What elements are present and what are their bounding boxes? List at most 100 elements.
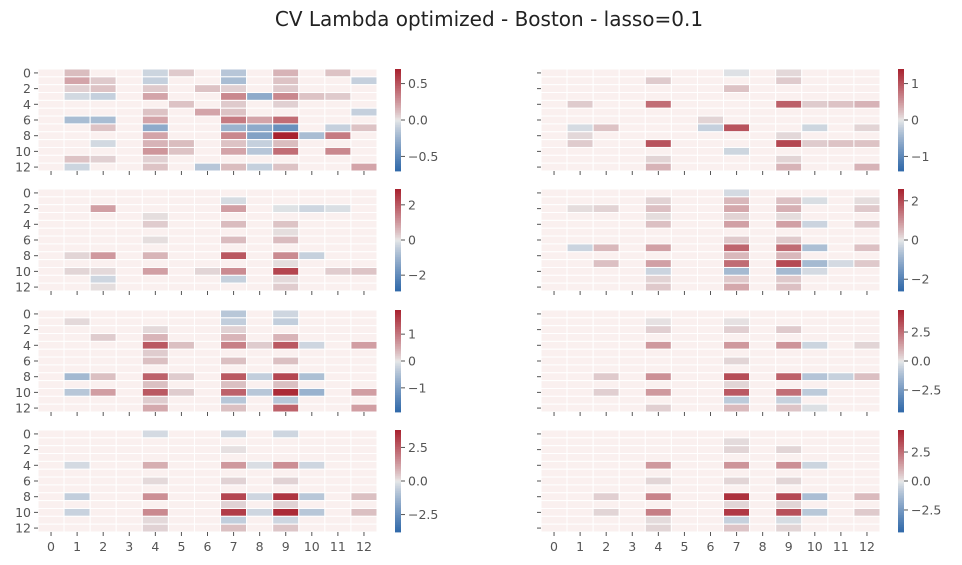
heatmap-cell xyxy=(324,92,352,101)
colorbar-segment xyxy=(898,212,904,215)
heatmap-cell xyxy=(670,196,698,206)
heatmap-cell xyxy=(167,340,195,350)
colorbar-segment xyxy=(898,523,904,526)
x-tick-label: 10 xyxy=(304,539,320,554)
heatmap-cell xyxy=(618,309,646,319)
heatmap-cell xyxy=(193,251,222,261)
heatmap-cell xyxy=(853,162,881,172)
colorbar-segment xyxy=(898,518,904,521)
heatmap-cell xyxy=(618,259,646,268)
heatmap-cell xyxy=(592,68,620,78)
heatmap-cell xyxy=(749,403,777,413)
colorbar-segment xyxy=(395,282,401,285)
colorbar-segment xyxy=(898,263,904,266)
heatmap-cell xyxy=(246,227,274,237)
heatmap-cell xyxy=(566,333,594,342)
heatmap-cell xyxy=(350,317,378,327)
heatmap-cell xyxy=(272,317,300,327)
heatmap-cell xyxy=(540,212,568,221)
heatmap-cell xyxy=(618,356,646,366)
heatmap-cell xyxy=(272,123,300,133)
heatmap-cell xyxy=(618,227,646,237)
heatmap-cell xyxy=(63,243,91,253)
colorbar-segment xyxy=(898,366,904,369)
heatmap-cell xyxy=(167,107,195,117)
heatmap-cell xyxy=(246,146,274,156)
heatmap-cell xyxy=(670,429,698,439)
heatmap-cell xyxy=(193,380,222,389)
heatmap-cell xyxy=(350,92,378,101)
heatmap-cell xyxy=(37,437,65,447)
heatmap-cell xyxy=(749,523,777,533)
heatmap-cell xyxy=(193,154,222,164)
heatmap-cell xyxy=(540,445,568,455)
colorbar-segment xyxy=(395,250,401,253)
colorbar-tick-label: −2.5 xyxy=(408,507,438,522)
heatmap-cell xyxy=(167,500,195,509)
heatmap-cell xyxy=(324,243,352,253)
heatmap-cell xyxy=(115,107,143,117)
colorbar-segment xyxy=(898,211,904,214)
heatmap-cell xyxy=(350,507,378,517)
colorbar-segment xyxy=(898,148,904,151)
colorbar-segment xyxy=(395,337,401,340)
heatmap-cell xyxy=(246,492,274,502)
colorbar-segment xyxy=(898,391,904,394)
y-tick-label: 10 xyxy=(15,505,31,520)
heatmap-cell xyxy=(566,146,594,156)
heatmap-cell xyxy=(246,387,274,397)
heatmap-cell xyxy=(670,251,698,261)
heatmap-cell xyxy=(853,274,881,284)
heatmap-cell xyxy=(167,162,195,172)
heatmap-cell xyxy=(167,445,195,455)
heatmap-cell xyxy=(220,274,248,284)
heatmap-cell xyxy=(350,212,378,221)
colorbar-segment xyxy=(395,406,401,409)
heatmap-cell xyxy=(540,196,568,206)
colorbar-segment xyxy=(395,452,401,455)
heatmap-cell xyxy=(775,437,803,447)
x-tick-label: 8 xyxy=(256,539,264,554)
heatmap-cell xyxy=(749,154,777,164)
heatmap-cell xyxy=(566,445,594,455)
colorbar-segment xyxy=(395,503,401,506)
heatmap-cell xyxy=(827,468,855,478)
colorbar-segment xyxy=(898,113,904,116)
colorbar-segment xyxy=(898,233,904,236)
heatmap-cell xyxy=(298,387,326,397)
heatmap-cell xyxy=(775,387,803,397)
heatmap-cell xyxy=(618,219,646,229)
heatmap-cell xyxy=(37,259,65,268)
heatmap-cell xyxy=(115,274,143,284)
heatmap-cell xyxy=(853,154,881,164)
heatmap-cell xyxy=(167,395,195,405)
heatmap-cell xyxy=(272,204,300,214)
heatmap-cell xyxy=(827,484,855,494)
colorbar-segment xyxy=(395,369,401,372)
heatmap-cell xyxy=(723,266,751,276)
heatmap-cell xyxy=(167,317,195,327)
heatmap-cell xyxy=(749,395,777,405)
heatmap-cell xyxy=(220,282,248,292)
heatmap-cell xyxy=(592,364,620,374)
heatmap-cell xyxy=(246,259,274,268)
heatmap-cell xyxy=(696,387,725,397)
heatmap-cell xyxy=(37,282,65,292)
heatmap-cell xyxy=(298,453,326,462)
heatmap-cell xyxy=(566,76,594,86)
heatmap-cell xyxy=(827,154,855,164)
heatmap-cell xyxy=(775,523,803,533)
y-tick-label: 8 xyxy=(23,489,31,504)
heatmap-cell xyxy=(141,325,169,335)
heatmap-cell xyxy=(193,460,222,470)
heatmap-cell xyxy=(298,115,326,125)
heatmap-cell xyxy=(63,348,91,358)
heatmap-cell xyxy=(566,235,594,245)
heatmap-cell xyxy=(749,107,777,117)
heatmap-cell xyxy=(827,107,855,117)
heatmap-cell xyxy=(37,476,65,486)
heatmap-cell xyxy=(801,204,829,214)
colorbar-segment xyxy=(898,396,904,399)
colorbar-segment xyxy=(898,164,904,167)
colorbar-segment xyxy=(898,280,904,283)
